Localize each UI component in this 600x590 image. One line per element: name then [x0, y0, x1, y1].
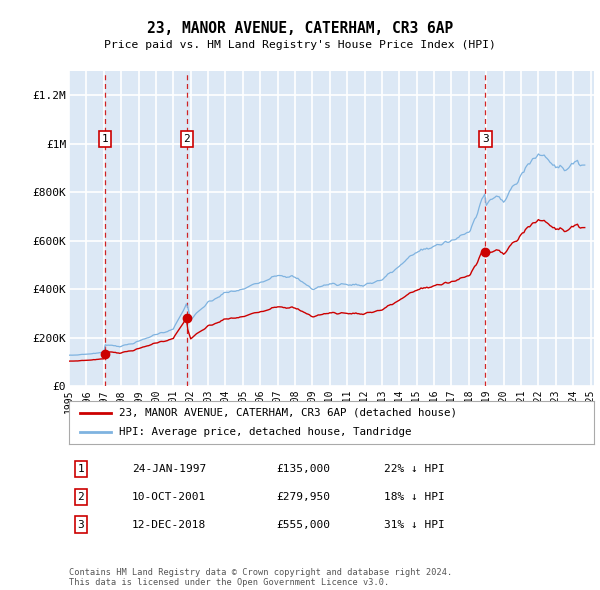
Text: 31% ↓ HPI: 31% ↓ HPI — [384, 520, 445, 529]
Text: Contains HM Land Registry data © Crown copyright and database right 2024.
This d: Contains HM Land Registry data © Crown c… — [69, 568, 452, 587]
Text: 1: 1 — [77, 464, 85, 474]
Text: 23, MANOR AVENUE, CATERHAM, CR3 6AP: 23, MANOR AVENUE, CATERHAM, CR3 6AP — [147, 21, 453, 36]
Text: 3: 3 — [77, 520, 85, 529]
Text: 12-DEC-2018: 12-DEC-2018 — [132, 520, 206, 529]
Text: £555,000: £555,000 — [276, 520, 330, 529]
Text: 22% ↓ HPI: 22% ↓ HPI — [384, 464, 445, 474]
Text: 10-OCT-2001: 10-OCT-2001 — [132, 492, 206, 502]
Text: 2: 2 — [77, 492, 85, 502]
Text: 1: 1 — [101, 134, 109, 144]
Text: £135,000: £135,000 — [276, 464, 330, 474]
Text: HPI: Average price, detached house, Tandridge: HPI: Average price, detached house, Tand… — [119, 427, 412, 437]
Text: 3: 3 — [482, 134, 489, 144]
Text: 2: 2 — [184, 134, 190, 144]
Text: 23, MANOR AVENUE, CATERHAM, CR3 6AP (detached house): 23, MANOR AVENUE, CATERHAM, CR3 6AP (det… — [119, 408, 457, 418]
Text: 18% ↓ HPI: 18% ↓ HPI — [384, 492, 445, 502]
Text: 24-JAN-1997: 24-JAN-1997 — [132, 464, 206, 474]
Text: £279,950: £279,950 — [276, 492, 330, 502]
Text: Price paid vs. HM Land Registry's House Price Index (HPI): Price paid vs. HM Land Registry's House … — [104, 40, 496, 50]
